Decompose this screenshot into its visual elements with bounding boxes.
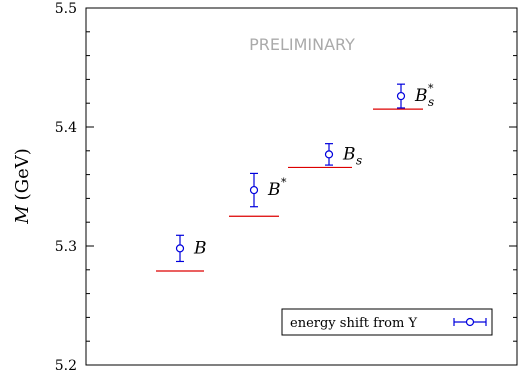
y-axis-label-unit: (GeV) (12, 148, 33, 200)
data-point (324, 150, 334, 159)
legend: energy shift from Υ (281, 308, 493, 336)
y-tick-label: 5.3 (55, 239, 77, 255)
data-points (175, 83, 406, 263)
y-axis-label-var: M (12, 205, 33, 225)
data-point (175, 244, 185, 253)
point-label: Bs (342, 144, 362, 167)
legend-label: energy shift from Υ (290, 316, 417, 331)
data-point (249, 185, 259, 195)
point-labels: B B* Bs B* s (193, 82, 434, 258)
preliminary-watermark: PRELIMINARY (249, 35, 355, 54)
legend-marker-point (465, 317, 475, 327)
data-point (396, 91, 406, 101)
point-label: B* (267, 176, 287, 200)
legend-marker (453, 317, 487, 327)
point-label: B* s (414, 82, 434, 109)
plot-area (85, 7, 518, 366)
y-tick-label: 5.5 (55, 1, 77, 17)
y-axis-tick-labels: 5.2 5.3 5.4 5.5 (55, 1, 77, 374)
experiment-lines (156, 108, 423, 272)
y-axis-ticks (86, 7, 517, 366)
point-label: B (193, 238, 207, 258)
y-axis-label: M (GeV) (12, 148, 33, 225)
y-tick-label: 5.4 (55, 120, 77, 136)
plot-frame (85, 7, 518, 366)
y-tick-label: 5.2 (55, 358, 77, 374)
